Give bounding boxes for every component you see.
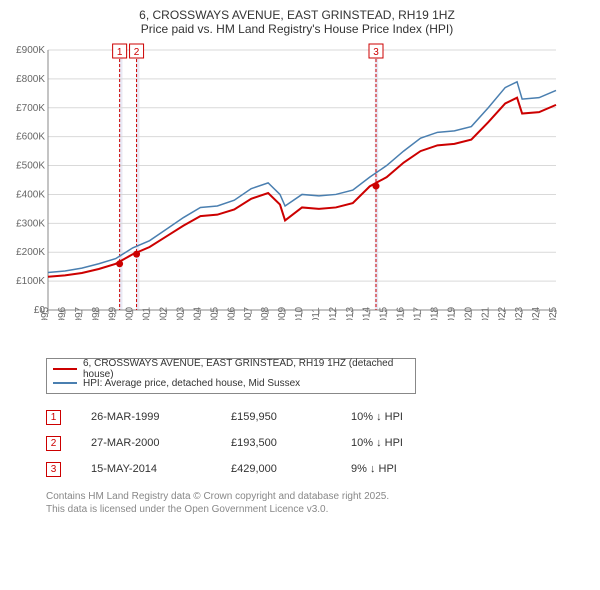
footer-note: Contains HM Land Registry data © Crown c… — [46, 490, 588, 516]
footer-line-1: Contains HM Land Registry data © Crown c… — [46, 490, 588, 503]
x-tick-label: 2018 — [429, 306, 440, 320]
y-tick-label: £300K — [16, 218, 45, 229]
legend: 6, CROSSWAYS AVENUE, EAST GRINSTEAD, RH1… — [46, 358, 416, 394]
y-tick-label: £700K — [16, 103, 45, 114]
sale-date: 15-MAY-2014 — [91, 463, 201, 475]
sale-date: 27-MAR-2000 — [91, 437, 201, 449]
title-line-2: Price paid vs. HM Land Registry's House … — [6, 22, 588, 36]
x-tick-label: 1997 — [74, 306, 85, 320]
x-tick-label: 2025 — [548, 306, 559, 320]
x-tick-label: 2006 — [226, 306, 237, 320]
sale-price: £193,500 — [231, 437, 321, 449]
x-tick-label: 2015 — [379, 306, 390, 320]
x-tick-label: 2008 — [260, 306, 271, 320]
sales-row: 3 15-MAY-2014 £429,000 9% ↓ HPI — [46, 456, 588, 482]
x-tick-label: 2016 — [396, 306, 407, 320]
x-tick-label: 2021 — [480, 306, 491, 320]
sale-marker-number: 2 — [134, 47, 140, 58]
legend-row: 6, CROSSWAYS AVENUE, EAST GRINSTEAD, RH1… — [53, 362, 409, 376]
x-tick-label: 2014 — [362, 306, 373, 320]
y-tick-label: £600K — [16, 132, 45, 143]
x-tick-label: 2012 — [328, 306, 339, 320]
sale-number-box: 3 — [46, 462, 61, 477]
chart-title: 6, CROSSWAYS AVENUE, EAST GRINSTEAD, RH1… — [6, 8, 588, 36]
x-tick-label: 2001 — [142, 306, 153, 320]
x-tick-label: 2007 — [243, 306, 254, 320]
x-tick-label: 2000 — [125, 306, 136, 320]
sale-marker-dot — [372, 183, 379, 190]
y-tick-label: £800K — [16, 74, 45, 85]
x-tick-label: 2019 — [446, 306, 457, 320]
x-tick-label: 1996 — [57, 306, 68, 320]
x-tick-label: 2023 — [514, 306, 525, 320]
sale-marker-dot — [116, 260, 123, 267]
x-tick-label: 2004 — [192, 306, 203, 320]
x-tick-label: 2017 — [413, 306, 424, 320]
x-tick-label: 2020 — [463, 306, 474, 320]
sales-table: 1 26-MAR-1999 £159,950 10% ↓ HPI 2 27-MAR-200… — [46, 404, 588, 482]
sale-note: 9% ↓ HPI — [351, 463, 451, 475]
sale-price: £429,000 — [231, 463, 321, 475]
x-tick-label: 2005 — [209, 306, 220, 320]
x-tick-label: 2002 — [159, 306, 170, 320]
sale-number-box: 2 — [46, 436, 61, 451]
legend-label: HPI: Average price, detached house, Mid … — [83, 378, 300, 389]
sale-number-box: 1 — [46, 410, 61, 425]
series-property — [48, 98, 556, 277]
sales-row: 2 27-MAR-2000 £193,500 10% ↓ HPI — [46, 430, 588, 456]
x-tick-label: 1999 — [108, 306, 119, 320]
legend-swatch — [53, 382, 77, 384]
sale-note: 10% ↓ HPI — [351, 437, 451, 449]
sales-row: 1 26-MAR-1999 £159,950 10% ↓ HPI — [46, 404, 588, 430]
sale-marker-dot — [133, 251, 140, 258]
series-hpi — [48, 82, 556, 273]
title-line-1: 6, CROSSWAYS AVENUE, EAST GRINSTEAD, RH1… — [6, 8, 588, 22]
x-tick-label: 1995 — [40, 306, 51, 320]
x-tick-label: 2010 — [294, 306, 305, 320]
sale-date: 26-MAR-1999 — [91, 411, 201, 423]
y-tick-label: £400K — [16, 189, 45, 200]
shaded-band — [375, 50, 378, 310]
sale-price: £159,950 — [231, 411, 321, 423]
chart-svg: £0£100K£200K£300K£400K£500K£600K£700K£80… — [8, 40, 566, 320]
y-tick-label: £500K — [16, 161, 45, 172]
x-tick-label: 1998 — [91, 306, 102, 320]
footer-line-2: This data is licensed under the Open Gov… — [46, 503, 588, 516]
x-tick-label: 2024 — [531, 306, 542, 320]
x-tick-label: 2013 — [345, 306, 356, 320]
y-tick-label: £900K — [16, 45, 45, 56]
sale-marker-number: 1 — [117, 47, 123, 58]
y-tick-label: £200K — [16, 247, 45, 258]
y-tick-label: £100K — [16, 276, 45, 287]
legend-swatch — [53, 368, 77, 371]
x-tick-label: 2003 — [175, 306, 186, 320]
chart-container: 6, CROSSWAYS AVENUE, EAST GRINSTEAD, RH1… — [0, 0, 600, 590]
x-tick-label: 2009 — [277, 306, 288, 320]
x-tick-label: 2011 — [311, 307, 322, 320]
sale-marker-number: 3 — [373, 47, 379, 58]
sale-note: 10% ↓ HPI — [351, 411, 451, 423]
x-tick-label: 2022 — [497, 306, 508, 320]
plot-area: £0£100K£200K£300K£400K£500K£600K£700K£80… — [8, 40, 566, 320]
